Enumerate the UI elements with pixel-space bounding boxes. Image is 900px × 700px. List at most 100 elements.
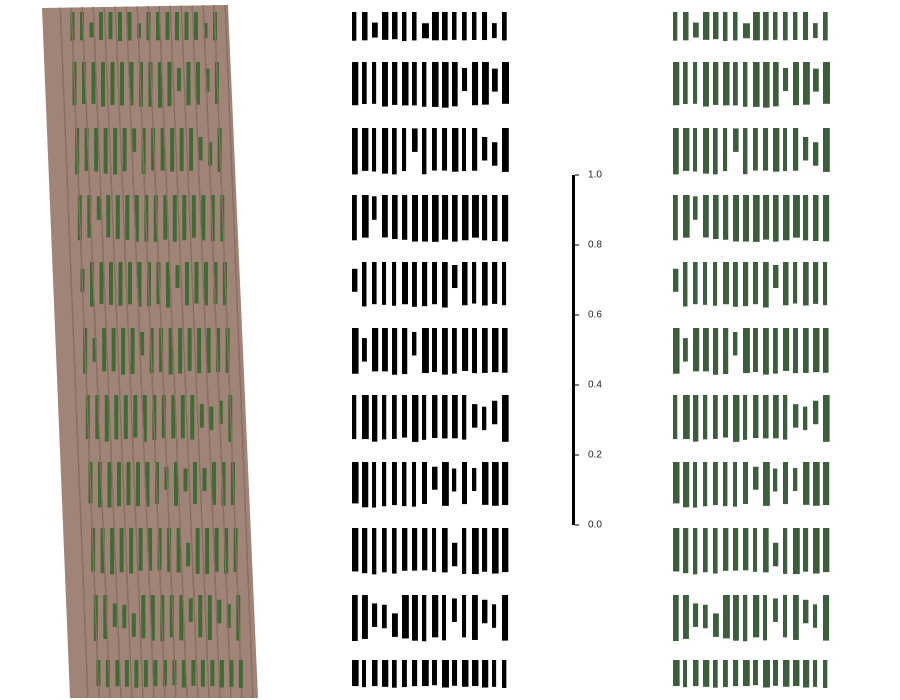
plant-row	[402, 595, 409, 639]
plant-row	[723, 528, 729, 571]
plant-row	[773, 128, 780, 172]
plant-row	[148, 528, 153, 571]
plant-row	[392, 195, 398, 240]
plant-row	[783, 462, 788, 505]
plant-row	[157, 528, 162, 571]
plant-row	[372, 62, 377, 104]
plant-row	[229, 660, 234, 687]
plant-row	[773, 62, 779, 107]
plant-row	[178, 328, 183, 374]
plant-row	[208, 142, 213, 166]
plant-row	[422, 128, 427, 175]
plant-row	[176, 67, 181, 91]
tick-label: 0.8	[588, 240, 602, 251]
plant-row	[432, 528, 437, 572]
plant-row	[186, 62, 191, 106]
plant-row	[198, 136, 203, 161]
plant-row	[138, 528, 143, 571]
plant-row	[763, 128, 769, 171]
plant-row	[412, 195, 418, 242]
plant-row	[106, 195, 111, 238]
plant-row	[442, 328, 448, 375]
plant-row	[432, 12, 439, 41]
plant-row	[422, 23, 429, 39]
plant-row	[412, 331, 417, 356]
plant-row	[462, 462, 467, 505]
plant-row	[783, 595, 788, 638]
plant-row	[187, 328, 192, 371]
plant-row	[813, 462, 820, 506]
plant-row	[492, 195, 498, 241]
plant-row	[472, 328, 478, 374]
plant-row	[422, 328, 429, 374]
plant-row	[713, 613, 719, 637]
plant-row	[129, 62, 134, 106]
colorbar-axis: 0.0 0.2 0.4 0.6 0.8 1.0	[575, 170, 602, 531]
plant-row	[763, 195, 770, 240]
plant-row	[713, 62, 719, 105]
plant-row	[382, 262, 387, 305]
plant-row	[482, 660, 489, 688]
plant-row	[723, 660, 728, 688]
plant-row	[733, 262, 738, 307]
plant-row	[126, 462, 131, 506]
plant-row	[199, 404, 204, 428]
plant-row	[673, 268, 679, 292]
plant-row	[134, 195, 139, 242]
plant-row	[392, 128, 397, 175]
plant-row	[803, 328, 809, 373]
plant-row	[452, 598, 457, 622]
plant-row	[224, 528, 229, 574]
plant-row	[146, 12, 151, 41]
plant-row	[502, 262, 507, 306]
plant-row	[763, 595, 768, 641]
plant-row	[432, 595, 439, 638]
plant-row	[723, 262, 729, 305]
plant-row	[100, 528, 105, 574]
plant-row	[823, 262, 828, 306]
plant-row	[432, 195, 439, 242]
plant-row	[492, 660, 497, 687]
plant-row	[753, 328, 758, 372]
plant-row	[803, 528, 809, 572]
plant-row	[148, 62, 153, 107]
plant-row	[110, 528, 115, 575]
plant-row	[362, 528, 368, 574]
plant-row	[132, 128, 137, 152]
plant-row	[362, 12, 368, 41]
plant-row	[145, 462, 150, 507]
plant-row	[200, 660, 205, 687]
plant-row	[110, 62, 115, 105]
plant-row	[482, 62, 489, 105]
plant-row	[81, 62, 86, 105]
plant-row	[783, 67, 789, 91]
plant-row	[352, 660, 359, 687]
plant-row	[733, 462, 738, 507]
plant-row	[803, 62, 810, 105]
plant-row	[372, 660, 378, 687]
plant-row	[382, 462, 387, 507]
binary-mask	[352, 12, 509, 688]
plant-row	[723, 595, 730, 639]
plant-row	[813, 400, 819, 425]
plant-row	[195, 62, 200, 105]
plant-row	[502, 462, 509, 506]
plant-row	[703, 462, 708, 507]
plant-row	[472, 12, 477, 40]
plant-row	[482, 195, 488, 241]
plant-row	[763, 660, 770, 688]
plant-row	[190, 395, 195, 440]
plant-row	[683, 12, 689, 41]
plant-row	[442, 12, 448, 41]
plant-row	[502, 528, 509, 573]
plant-row	[130, 328, 135, 375]
plant-row	[141, 128, 146, 175]
plant-row	[201, 195, 206, 241]
plant-row	[813, 604, 818, 628]
plant-row	[753, 262, 759, 305]
plant-row	[803, 195, 809, 241]
plant-row	[703, 262, 708, 305]
plant-row	[793, 195, 800, 238]
plant-row	[743, 660, 750, 687]
plant-row	[180, 395, 185, 439]
